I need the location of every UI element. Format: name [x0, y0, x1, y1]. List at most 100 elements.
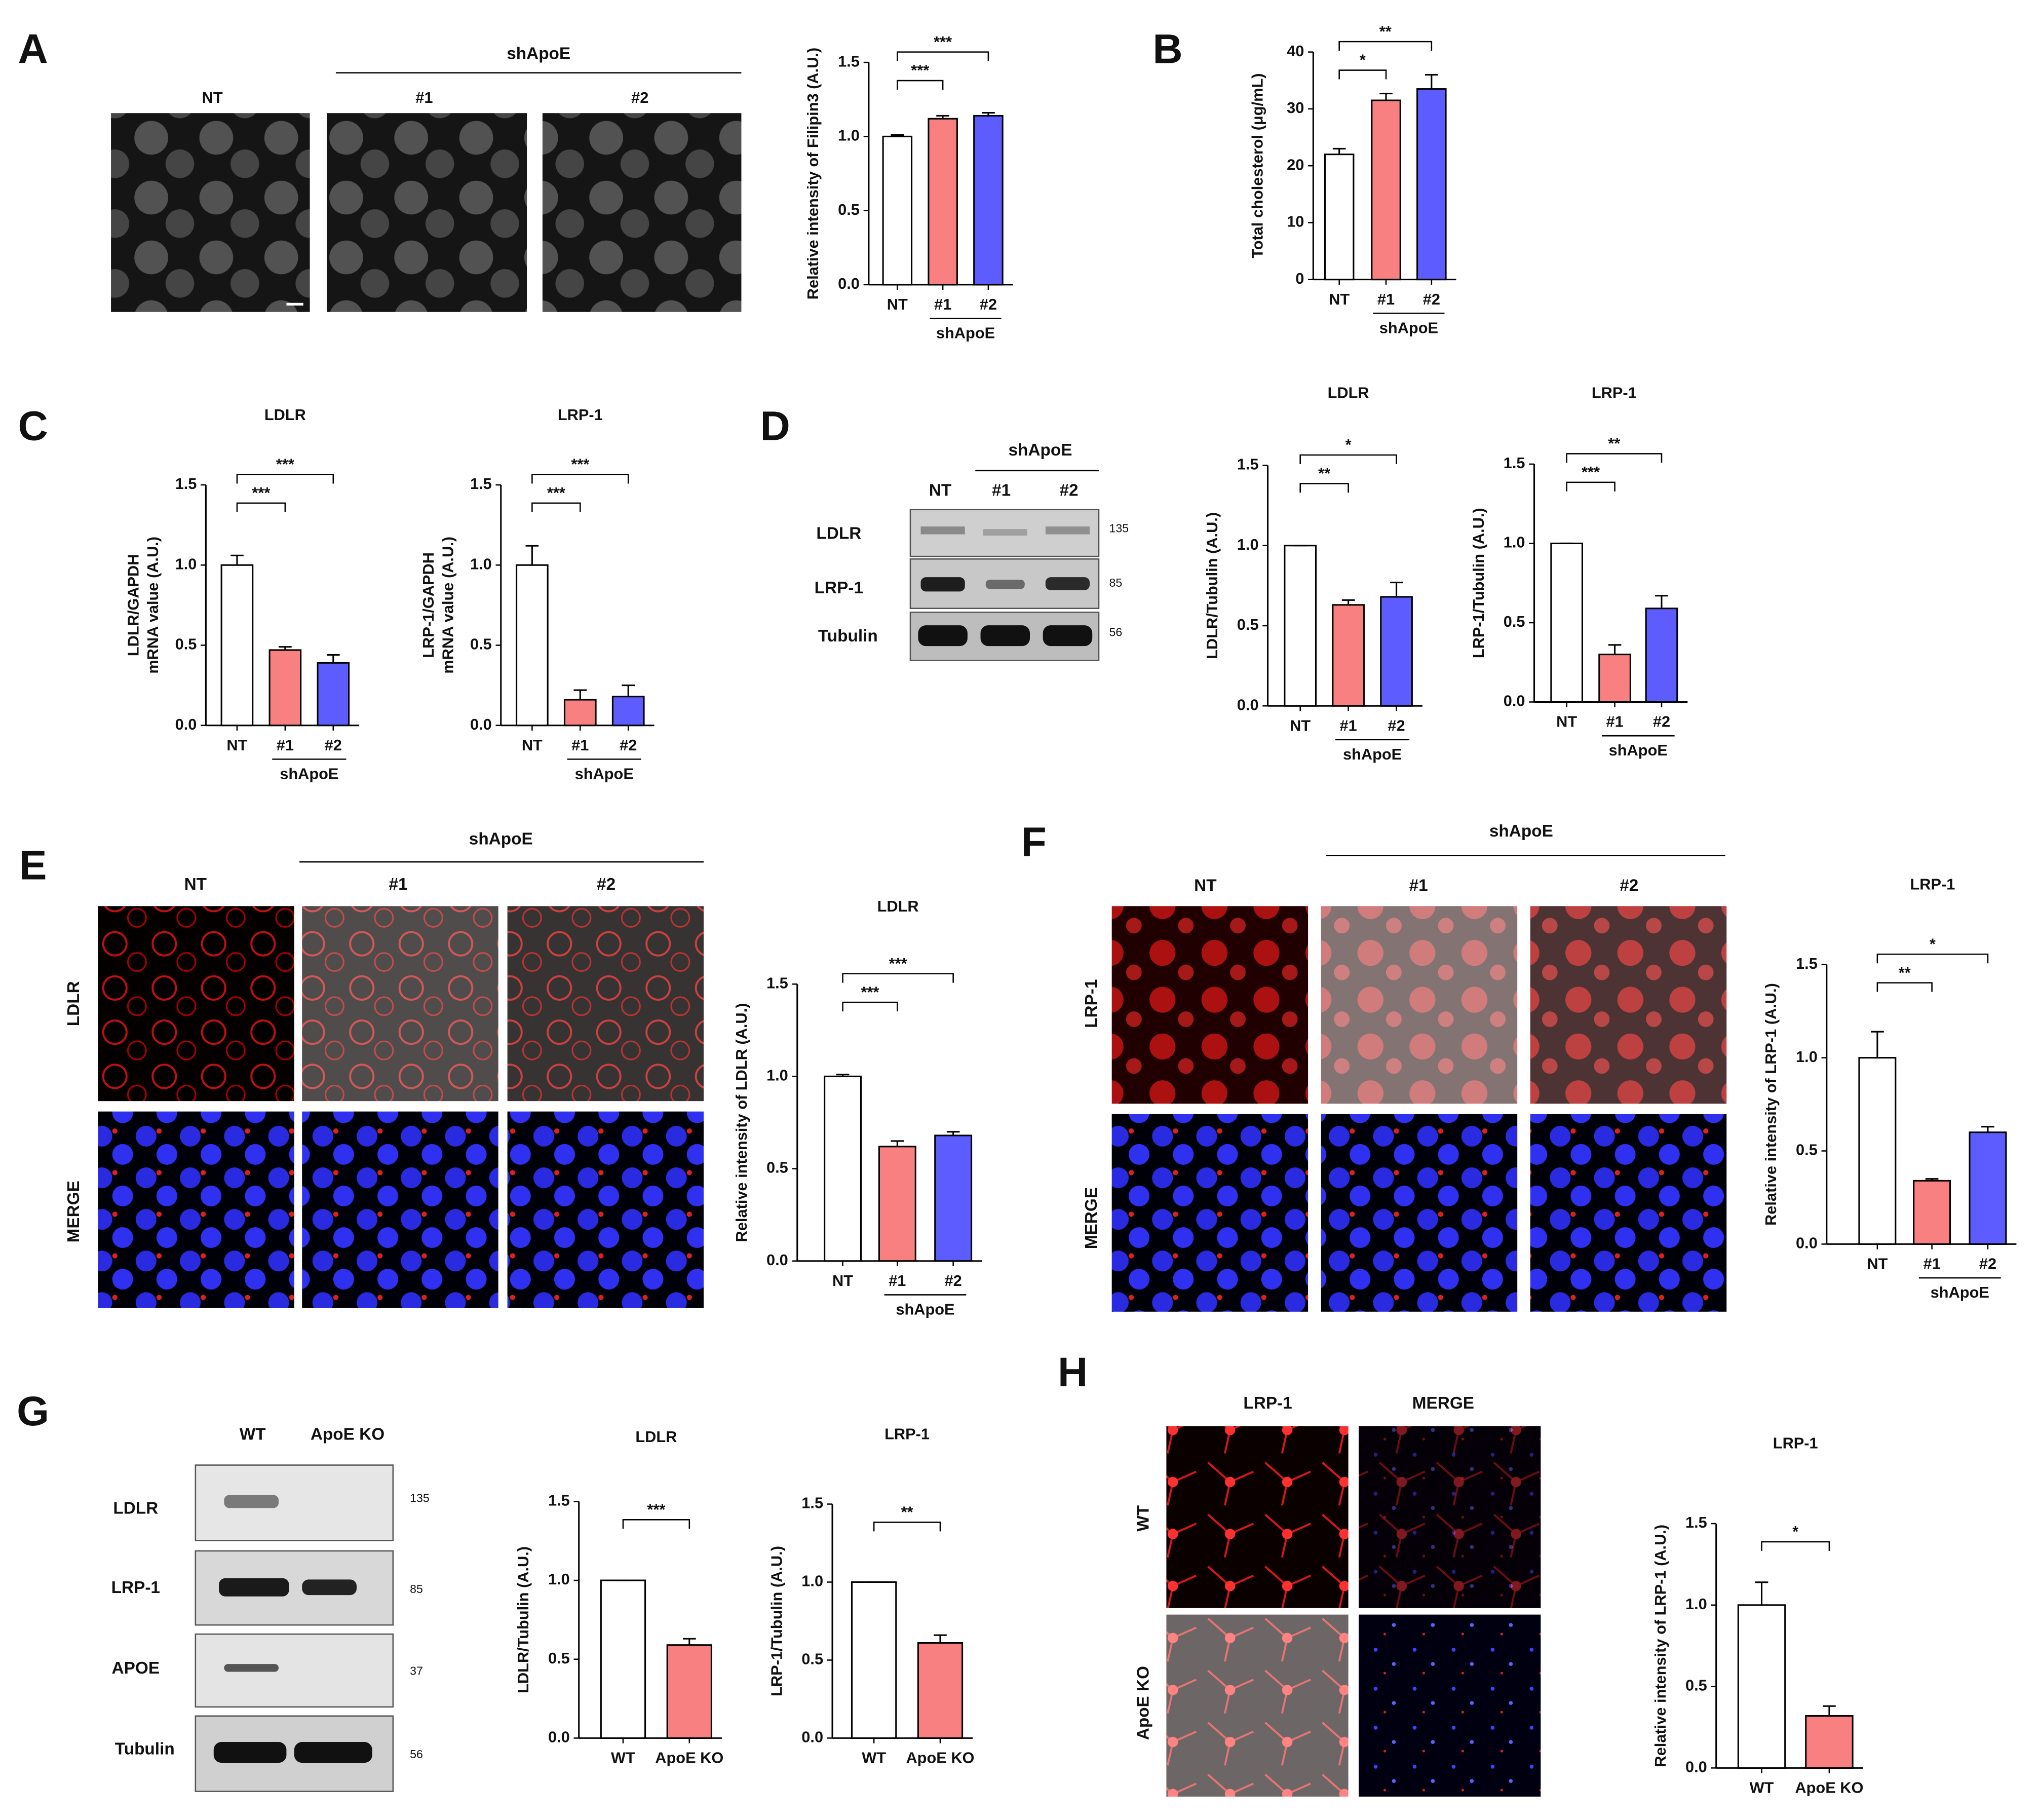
y-tick-label: 0.5 [801, 1650, 823, 1668]
x-tick-label: NT [1329, 290, 1350, 308]
bar [1858, 1057, 1897, 1245]
micrograph [1530, 906, 1727, 1104]
micrograph [1166, 1426, 1349, 1608]
x-tick-label: #1 [1606, 713, 1623, 731]
micrograph [98, 906, 294, 1102]
marker: 135 [1109, 521, 1129, 535]
y-tick-label: 1.5 [548, 1492, 570, 1509]
micrograph [507, 1111, 704, 1308]
group-label: shApoE [936, 324, 995, 342]
band [302, 1579, 357, 1596]
y-tick-label: 0.0 [1504, 692, 1525, 710]
y-tick-label: 0.0 [766, 1251, 788, 1269]
marker: 37 [410, 1664, 423, 1678]
column-label: MERGE [1412, 1394, 1474, 1413]
y-tick-label: 1.5 [1796, 955, 1818, 972]
band [224, 1664, 279, 1672]
y-tick-label: 1.5 [1237, 456, 1259, 473]
x-tick-label: NT [887, 295, 908, 313]
x-tick-label: #1 [1340, 716, 1357, 734]
micrograph [542, 113, 742, 312]
significance-bracket [531, 502, 581, 512]
chart-title: LRP-1 [1773, 1434, 1818, 1452]
panel-d-blot: shApoE NT #1 #2 LDLR LRP-1 Tubulin 135 8… [815, 441, 1129, 661]
x-tick-label: #2 [325, 736, 342, 754]
micrograph [1321, 1114, 1518, 1312]
bar-chart: 0.0 0.5 1.0 1.5 LDLR Relative intensity of LD… [733, 897, 982, 1318]
bar [1737, 1604, 1786, 1769]
band [985, 580, 1025, 589]
panel-letter: H [1058, 1349, 1088, 1395]
row-label: MERGE [1082, 1187, 1101, 1249]
y-tick-label: 1.5 [1685, 1513, 1707, 1531]
bar-chart: 0.0 0.5 1.0 1.5 LRP-1 LRP-1/Tubulin (A.U.) WT A… [767, 1425, 974, 1767]
x-tick-label: WT [862, 1749, 886, 1767]
bar [563, 699, 597, 727]
bar [600, 1579, 646, 1739]
chart-title: LDLR [877, 897, 919, 915]
group-label: shApoE [1931, 1283, 1989, 1301]
y-tick-label: 0.0 [1796, 1234, 1818, 1252]
chart-title: LRP-1 [1592, 384, 1637, 402]
y-tick-label: 0.0 [1237, 696, 1259, 713]
panel-letter: B [1152, 26, 1182, 72]
significance-bracket [1299, 454, 1397, 464]
x-tick-label: NT [226, 736, 247, 754]
error-bar [1871, 1031, 1884, 1058]
panel-letter: G [17, 1388, 49, 1434]
bar-chart: 0.0 0.5 1.0 1.5 LRP-1 Relative intensity of L… [1762, 875, 2017, 1301]
error-bar [946, 1131, 960, 1135]
band [1045, 577, 1090, 590]
y-tick-label: 1.5 [766, 974, 788, 992]
x-tick-label: NT [832, 1272, 853, 1290]
bar [317, 662, 350, 727]
significance-bracket [897, 80, 944, 90]
marker: 56 [1109, 626, 1123, 639]
y-tick-label: 1.5 [175, 475, 197, 492]
bar [666, 1644, 712, 1739]
y-tick-label: 0.0 [175, 715, 197, 733]
bar [1284, 545, 1317, 707]
micrograph [1166, 1614, 1349, 1797]
significance-label: * [1360, 51, 1366, 69]
group-label: shApoE [280, 765, 338, 782]
x-tick-label: #1 [889, 1272, 906, 1290]
lane-label: #2 [631, 89, 648, 106]
significance-bracket [897, 51, 989, 61]
significance-bracket [842, 1001, 898, 1012]
x-tick-label: ApoE KO [906, 1749, 974, 1767]
panel-f-images: shApoE NT #1 #2 LRP-1 MERGE [1082, 822, 1727, 1312]
micrograph [1111, 1114, 1309, 1312]
micrograph [98, 1111, 294, 1308]
lane-label: NT [1194, 877, 1217, 895]
bar [934, 1134, 973, 1262]
lane-label: NT [929, 481, 952, 500]
bar-chart: 0.0 0.5 1.0 1.5 Relative intensity of Filipi… [804, 33, 1013, 342]
y-axis-label: LDLR/Tubulin (A.U.) [1203, 512, 1221, 659]
row-label: LRP-1 [111, 1578, 160, 1597]
band [294, 1742, 372, 1763]
micrograph [1359, 1614, 1541, 1797]
band [1045, 526, 1090, 535]
y-axis-label: Relative intensity of LRP-1 (A.U.) [1651, 1525, 1669, 1767]
chart-title: LRP-1 [884, 1425, 930, 1443]
lane-label: #1 [992, 481, 1011, 500]
band [980, 625, 1030, 647]
micrograph [326, 113, 527, 312]
x-tick-label: #2 [1388, 716, 1405, 734]
bar-chart: 0.0 0.5 1.0 1.5 LDLR LDLR/Tubulin (A.U.) WT Apo… [514, 1428, 723, 1767]
band [1043, 625, 1093, 647]
group-label: shApoE [575, 765, 634, 782]
bar [851, 1581, 897, 1739]
significance-label: *** [861, 983, 879, 1001]
bar [928, 118, 958, 286]
x-tick-label: #2 [620, 736, 637, 754]
row-label: LRP-1 [1082, 979, 1101, 1028]
group-label: shApoE [1379, 319, 1438, 336]
panel-e-images: shApoE NT #1 #2 LDLR MERGE [64, 829, 704, 1308]
row-label: LRP-1 [815, 579, 863, 597]
error-bar [326, 654, 340, 663]
significance-bracket [873, 1522, 941, 1532]
y-tick-label: 0.5 [766, 1159, 788, 1177]
bar-chart: 0.0 0.5 1.0 1.5 LDLR LDLR/GAPDH mRNA value (A.… [124, 406, 360, 782]
